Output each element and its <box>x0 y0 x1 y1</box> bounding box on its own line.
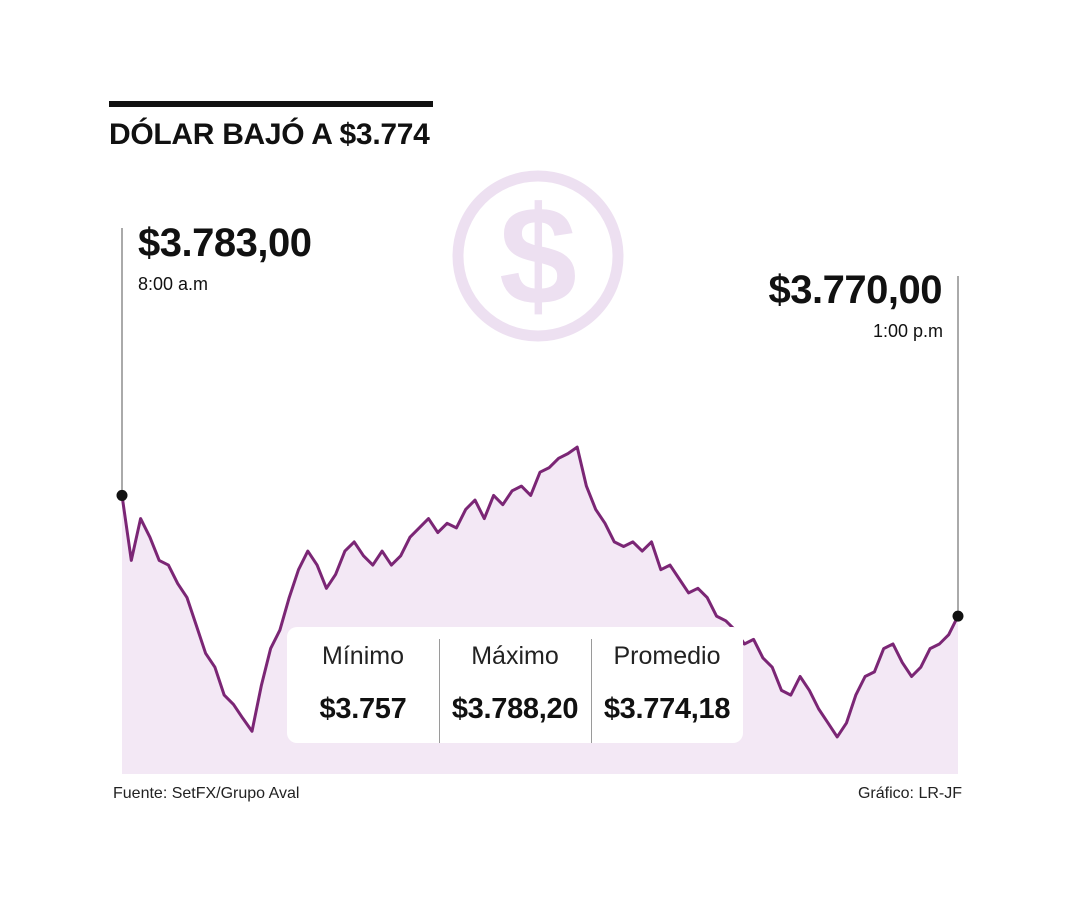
stat-value: $3.757 <box>319 693 407 725</box>
stat-value: $3.774,18 <box>603 693 731 725</box>
dollar-coin-icon: $ <box>452 170 624 342</box>
stat-minimum: Mínimo $3.757 <box>287 627 439 743</box>
end-price-label: $3.770,00 <box>768 268 943 312</box>
stat-value: $3.788,20 <box>451 693 579 725</box>
stat-label: Promedio <box>613 642 721 670</box>
source-note: Fuente: SetFX/Grupo Aval <box>113 785 300 802</box>
stat-maximum: Máximo $3.788,20 <box>439 627 591 743</box>
stats-panel: Mínimo $3.757 Máximo $3.788,20 Promedio … <box>287 627 743 743</box>
stat-label: Máximo <box>471 642 559 670</box>
svg-text:$: $ <box>499 177 577 334</box>
end-point-marker <box>952 610 964 622</box>
price-line <box>120 445 960 739</box>
chart-title: DÓLAR BAJÓ A $3.774 <box>109 118 430 151</box>
top-rule <box>109 101 433 107</box>
start-price-label: $3.783,00 <box>138 221 312 265</box>
start-point-marker <box>116 489 128 501</box>
start-time-label: 8:00 a.m <box>138 274 209 294</box>
credit-note: Gráfico: LR-JF <box>857 785 962 802</box>
stat-label: Mínimo <box>322 642 404 670</box>
end-time-label: 1:00 p.m <box>872 321 943 341</box>
stat-average: Promedio $3.774,18 <box>591 627 743 743</box>
